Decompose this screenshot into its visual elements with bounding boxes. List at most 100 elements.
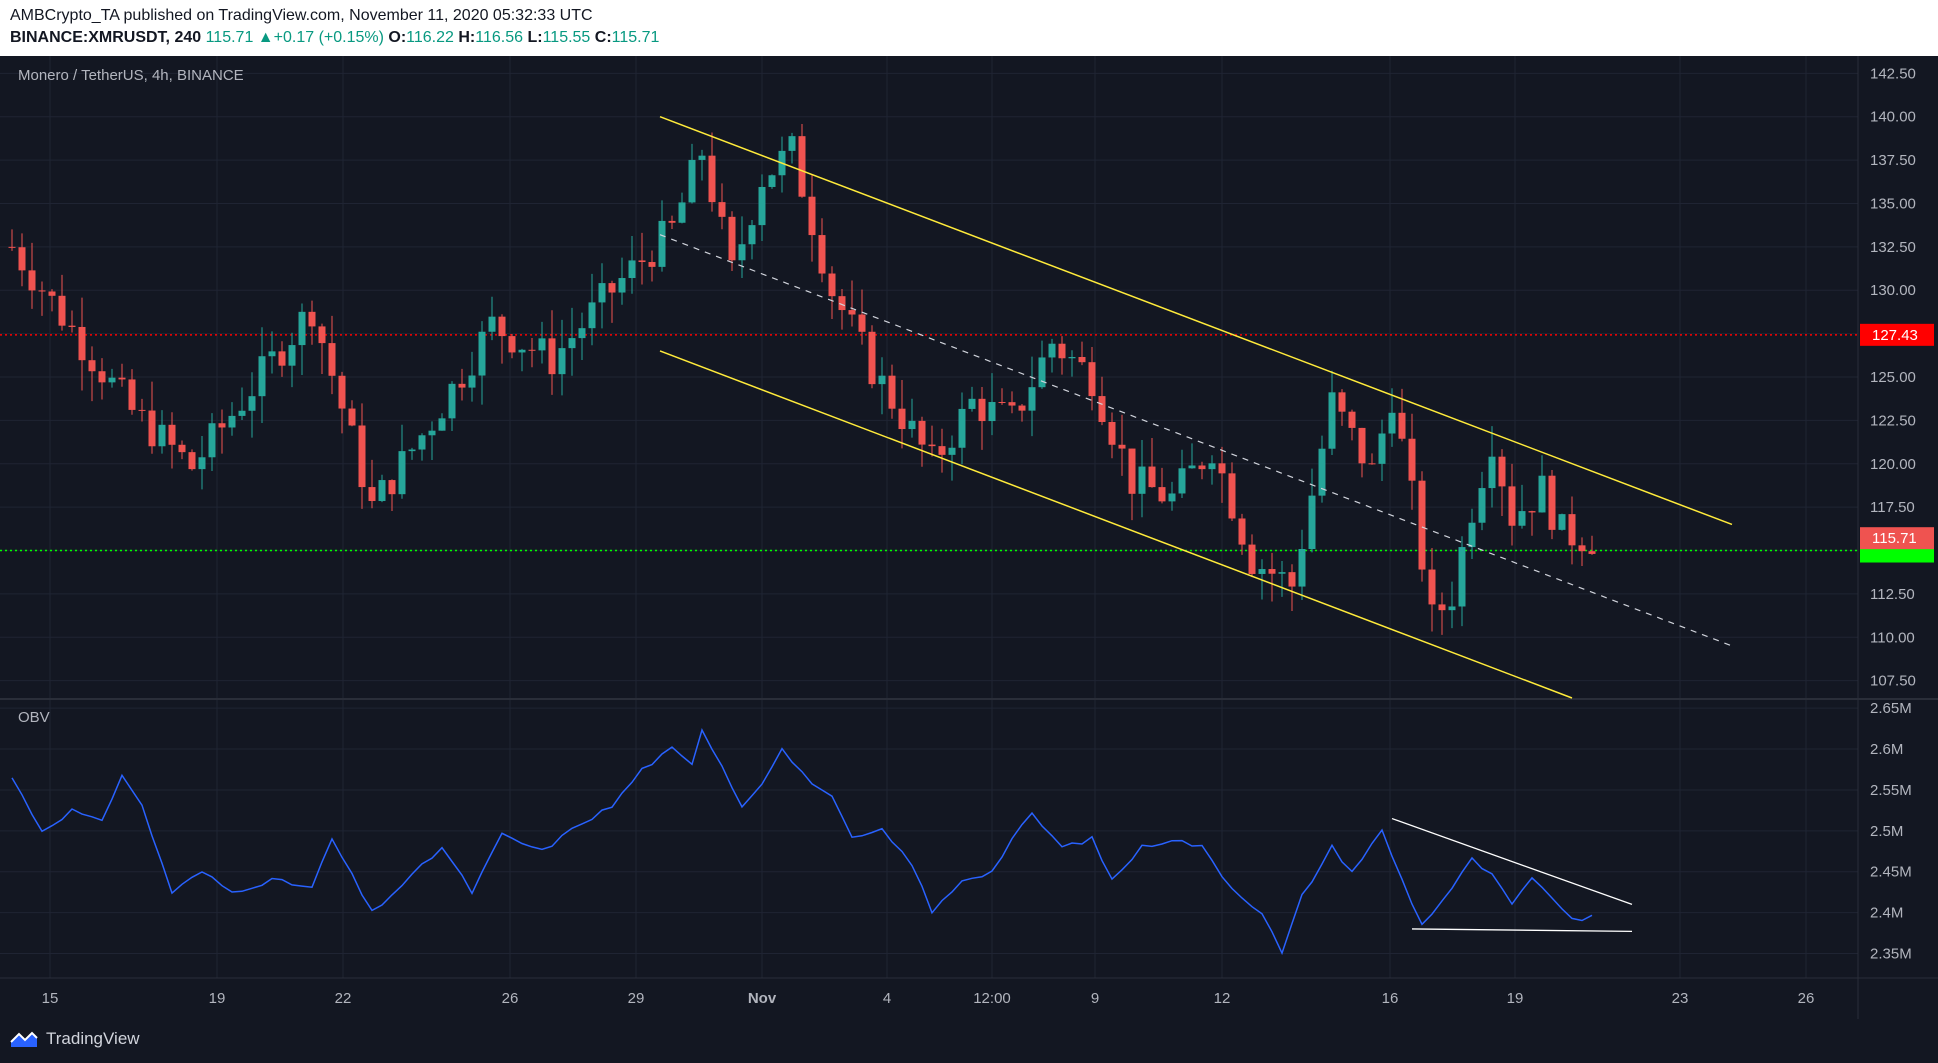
- time-axis-label: 16: [1382, 990, 1399, 1007]
- candle-body: [548, 338, 556, 375]
- candle-body: [148, 410, 156, 447]
- time-axis-label: 12:00: [973, 990, 1011, 1007]
- price-axis-label: 122.50: [1870, 412, 1916, 429]
- candle-body: [978, 398, 986, 422]
- candle-body: [58, 295, 66, 326]
- obv-axis-label: 2.35M: [1870, 945, 1912, 962]
- obv-axis-label: 2.6M: [1870, 741, 1903, 758]
- chart-background: [0, 56, 1938, 1019]
- candle-body: [1528, 511, 1536, 513]
- chart-area[interactable]: 142.50 140.00 137.50 135.00 132.50 130.00 127.…: [0, 56, 1938, 1019]
- candle-body: [768, 175, 776, 187]
- candle-body: [1218, 463, 1226, 474]
- candle-body: [258, 356, 266, 397]
- last-price: 115.71: [205, 29, 254, 46]
- price-axis-label: 140.00: [1870, 109, 1916, 126]
- time-axis-label: 23: [1672, 990, 1689, 1007]
- open-value: 116.22: [406, 29, 454, 46]
- price-axis-label: 135.00: [1870, 195, 1916, 212]
- candle-body: [1128, 448, 1136, 494]
- price-axis-label: 132.50: [1870, 239, 1916, 256]
- close-label: C:: [594, 29, 612, 46]
- candle-body: [868, 331, 876, 385]
- candle-body: [468, 375, 476, 388]
- price-axis-label: 110.00: [1870, 629, 1915, 646]
- candle-body: [428, 430, 436, 436]
- obv-axis-label: 2.65M: [1870, 700, 1912, 717]
- time-axis-label: 12: [1214, 990, 1231, 1007]
- candle-body: [138, 409, 146, 411]
- price-axis-label: 142.50: [1870, 65, 1916, 82]
- low-label: L:: [527, 29, 543, 46]
- candle-body: [638, 260, 646, 263]
- candle-body: [108, 377, 116, 383]
- candle-body: [1458, 547, 1466, 607]
- candle-body: [1518, 511, 1526, 526]
- candle-body: [488, 316, 496, 332]
- candle-body: [318, 326, 326, 344]
- time-axis-label: 19: [209, 990, 226, 1007]
- candle-body: [718, 202, 726, 217]
- channel-upper-line: [659, 116, 1733, 526]
- chart-svg[interactable]: 142.50 140.00 137.50 135.00 132.50 130.00 127.…: [0, 56, 1938, 1019]
- candle-body: [838, 296, 846, 311]
- candle-body: [498, 316, 506, 337]
- obv-upper-line: [1391, 817, 1633, 906]
- candle-body: [788, 136, 796, 151]
- candle-body: [818, 235, 826, 274]
- obv-axis-label: 2.4M: [1870, 905, 1903, 922]
- candle-body: [588, 302, 596, 329]
- candle-body: [1498, 456, 1506, 487]
- candle-body: [608, 283, 616, 293]
- candle-body: [948, 447, 956, 455]
- candle-body: [738, 244, 746, 261]
- candle-body: [1268, 569, 1276, 574]
- footer-brand: TradingView: [46, 1029, 140, 1048]
- candle-body: [168, 424, 176, 445]
- candle-body: [278, 351, 286, 366]
- candle-body: [878, 375, 886, 385]
- candle-body: [158, 424, 166, 447]
- candle-body: [828, 273, 836, 297]
- candle-body: [1468, 522, 1476, 548]
- time-axis-label: 26: [502, 990, 519, 1007]
- candle-body: [388, 480, 396, 495]
- time-axis-label: 4: [883, 990, 891, 1007]
- time-axis-label: 22: [335, 990, 352, 1007]
- candle-body: [1138, 466, 1146, 494]
- price-axis-label: 125.00: [1870, 369, 1916, 386]
- candle-body: [198, 457, 206, 470]
- price-axis-label: 107.50: [1870, 673, 1916, 690]
- candle-body: [698, 155, 706, 160]
- candle-body: [598, 283, 606, 303]
- obv-pane-title: OBV: [18, 709, 50, 726]
- candle-body: [1028, 387, 1036, 411]
- candle-body: [1568, 514, 1576, 546]
- candle-body: [518, 349, 526, 353]
- candle-body: [1168, 493, 1176, 502]
- candle-body: [798, 136, 806, 197]
- candle-body: [408, 449, 416, 452]
- candle-body: [1018, 405, 1026, 411]
- publisher-line: AMBCrypto_TA published on TradingView.co…: [10, 7, 593, 24]
- high-value: 116.56: [475, 29, 524, 46]
- high-label: H:: [458, 29, 476, 46]
- candle-body: [1438, 604, 1446, 611]
- candle-body: [328, 343, 336, 376]
- resistance-badge: [1860, 323, 1934, 346]
- candle-body: [918, 420, 926, 445]
- candle-body: [1378, 433, 1386, 464]
- candle-body: [188, 452, 196, 470]
- tradingview-logo[interactable]: TradingView: [10, 1029, 140, 1049]
- price-pane-title: Monero / TetherUS, 4h, BINANCE: [18, 67, 244, 84]
- price-axis-label: 112.50: [1870, 586, 1915, 603]
- candle-body: [988, 402, 996, 422]
- candle-body: [618, 278, 626, 293]
- candle-body: [308, 311, 316, 327]
- candle-body: [758, 186, 766, 226]
- candle-body: [1068, 356, 1076, 359]
- price-axis-label: 120.00: [1870, 456, 1916, 473]
- candle-body: [28, 270, 36, 291]
- candle-body: [908, 420, 916, 430]
- candle-body: [178, 444, 186, 453]
